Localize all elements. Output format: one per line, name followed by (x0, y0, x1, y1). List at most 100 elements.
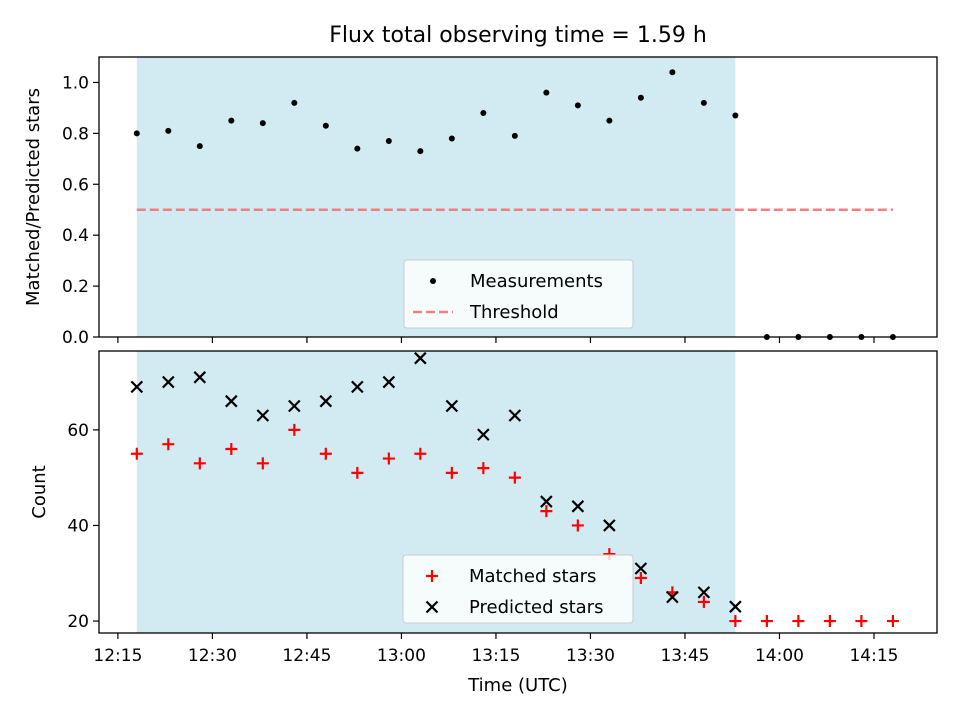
y-tick-label: 40 (67, 516, 89, 536)
x-tick-label: 12:15 (93, 646, 142, 666)
matched-star-point (256, 457, 269, 470)
matched-star-point (792, 615, 805, 628)
matched-star-point (697, 595, 710, 608)
x-axis-label: Time (UTC) (467, 675, 568, 696)
measurement-point (511, 132, 518, 139)
y-tick-label: 0.2 (62, 277, 89, 297)
legend-label: Measurements (470, 271, 603, 292)
predicted-star-point (351, 380, 364, 394)
matched-star-point (319, 447, 332, 460)
predicted-star-point (666, 590, 679, 604)
x-axis-ticks-bottom: 12:15 12:30 12:45 13:00 13:15 13:30 13:45 14:00… (93, 633, 898, 666)
measurement-point (669, 69, 676, 76)
x-tick-label: 13:00 (377, 646, 426, 666)
measurement-point (165, 127, 172, 134)
matched-star-point (162, 438, 175, 451)
x-axis-ticks-top (117, 337, 875, 343)
measurement-point (385, 138, 392, 144)
matched-star-point (571, 519, 584, 532)
measurement-point (196, 143, 203, 150)
matched-star-point (414, 447, 427, 460)
measurement-point (133, 130, 140, 137)
predicted-star-point (162, 375, 175, 389)
x-tick-label: 14:15 (849, 646, 898, 666)
x-tick-label: 12:45 (282, 646, 331, 666)
x-tick-label: 12:30 (188, 646, 237, 666)
y-axis-label-top: Matched/Predicted stars (23, 88, 44, 306)
y-axis-ticks-bottom: 20 40 60 (67, 421, 99, 632)
y-tick-label: 20 (67, 612, 89, 632)
y-tick-label: 0.4 (62, 226, 89, 246)
chart-title: Flux total observing time = 1.59 h (329, 23, 707, 48)
star-count-points (130, 351, 899, 628)
predicted-star-point (697, 586, 711, 599)
measurement-point (700, 99, 707, 106)
measurement-point (606, 117, 613, 124)
predicted-star-point (319, 394, 333, 408)
matched-star-point (445, 466, 458, 479)
matched-star-point (729, 615, 742, 628)
measurement-point (259, 120, 266, 127)
x-tick-label: 14:00 (755, 646, 804, 666)
matched-star-point (823, 615, 836, 628)
matched-star-point (225, 442, 238, 455)
predicted-star-point (477, 428, 490, 441)
legend-dot-marker (430, 278, 436, 284)
matched-star-point (634, 572, 647, 585)
matched-star-point (130, 447, 143, 460)
measurement-point (480, 110, 487, 116)
predicted-star-point (288, 399, 301, 413)
y-tick-label: 60 (67, 421, 89, 441)
measurement-point (543, 89, 550, 96)
measurement-point (637, 94, 644, 101)
matched-star-point (886, 615, 899, 628)
predicted-star-point (193, 371, 207, 384)
measurement-point (574, 102, 581, 109)
measurement-point (228, 117, 235, 124)
y-tick-label: 0.0 (62, 328, 89, 348)
matched-star-point (508, 471, 521, 484)
legend-box (403, 259, 634, 329)
measurement-point (417, 148, 424, 155)
predicted-star-point (130, 380, 144, 394)
count-panel: 20 40 60 12:15 12:30 12:45 13:00 13:15 13:30 13:… (29, 350, 938, 696)
x-tick-label: 13:15 (471, 646, 520, 666)
axes-frame-bottom (98, 350, 938, 634)
matched-star-point (288, 423, 301, 436)
y-axis-ticks-top: 0.0 0.2 0.4 0.6 0.8 1.0 (62, 73, 99, 348)
predicted-star-point (256, 409, 270, 422)
matched-star-point (382, 452, 395, 465)
predicted-star-point (414, 351, 427, 365)
matched-star-point (540, 505, 553, 518)
predicted-star-point (634, 562, 648, 575)
measurement-point (322, 122, 329, 129)
legend-plus-marker (426, 570, 438, 582)
x-tick-label: 13:45 (660, 646, 709, 666)
predicted-star-point (603, 519, 616, 532)
predicted-star-point (729, 600, 742, 613)
predicted-star-point (540, 495, 553, 508)
legend-label: Matched stars (469, 566, 596, 587)
predicted-star-point (508, 409, 522, 422)
y-tick-label: 0.8 (62, 124, 89, 144)
predicted-star-point (445, 399, 459, 413)
y-tick-label: 1.0 (62, 73, 89, 93)
predicted-star-point (225, 394, 238, 408)
legend-bottom: Matched stars Predicted stars (402, 554, 634, 624)
measurement-point (291, 99, 298, 106)
legend-top: Measurements Threshold (403, 259, 634, 329)
predicted-star-point (571, 500, 585, 513)
x-tick-label: 13:30 (566, 646, 615, 666)
measurement-point (448, 135, 455, 142)
axes-frame-top (98, 56, 938, 338)
matched-star-point (193, 457, 206, 470)
legend-label: Predicted stars (469, 597, 603, 618)
legend-box (402, 554, 634, 624)
matched-star-point (351, 466, 364, 479)
matched-star-point (855, 615, 868, 628)
measurement-point (354, 145, 361, 152)
ratio-panel: 0.0 0.2 0.4 0.6 0.8 1.0 Matched/Predicted sta… (23, 56, 938, 348)
legend-label: Threshold (469, 302, 559, 323)
legend-x-marker (425, 600, 439, 614)
